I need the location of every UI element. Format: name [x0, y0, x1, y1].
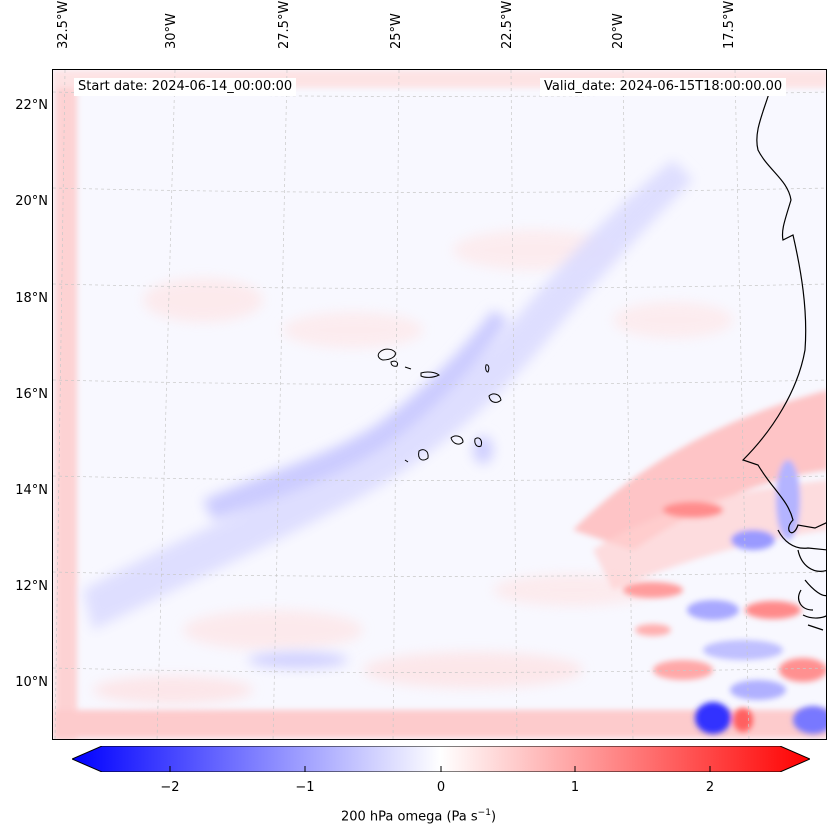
omega-field-map: [53, 70, 826, 739]
weak-positive-patches: [93, 230, 733, 704]
colorbar-tick-0: 0: [436, 780, 446, 795]
negative-band: [83, 160, 693, 668]
coastal-convection: [573, 390, 826, 734]
lat-label-12n: 12°N: [15, 579, 48, 594]
lon-label-22-5w: 22.5°W: [500, 0, 515, 49]
colorbar-tick-neg1: −1: [295, 780, 315, 795]
colorbar-tick-neg2: −2: [160, 780, 180, 795]
lat-label-22n: 22°N: [15, 98, 48, 113]
lat-label-16n: 16°N: [15, 387, 48, 402]
lon-label-20w: 20°W: [611, 13, 626, 49]
colorbar-gradient: [72, 746, 810, 772]
colorbar-tick-2: 2: [705, 780, 715, 795]
lon-label-30w: 30°W: [164, 13, 179, 49]
lat-label-14n: 14°N: [15, 483, 48, 498]
colorbar-label-superscript: −1: [477, 808, 491, 818]
start-date-label: Start date: 2024-06-14_00:00:00: [74, 78, 297, 96]
lon-label-27-5w: 27.5°W: [277, 0, 292, 49]
lat-label-10n: 10°N: [15, 675, 48, 690]
graticule: [53, 70, 826, 739]
lon-label-32-5w: 32.5°W: [56, 0, 71, 49]
coastline: [741, 79, 826, 631]
colorbar: [72, 746, 810, 772]
map-panel[interactable]: [52, 69, 827, 740]
colorbar-label: 200 hPa omega (Pa s−1): [340, 808, 497, 825]
valid-date-label: Valid_date: 2024-06-15T18:00:00.00: [540, 78, 787, 96]
lat-label-20n: 20°N: [15, 194, 48, 209]
colorbar-tick-1: 1: [570, 780, 580, 795]
lon-label-25w: 25°W: [389, 13, 404, 49]
lon-label-17-5w: 17.5°W: [722, 0, 737, 49]
lat-label-18n: 18°N: [15, 291, 48, 306]
cape-verde-islands: [377, 348, 502, 463]
